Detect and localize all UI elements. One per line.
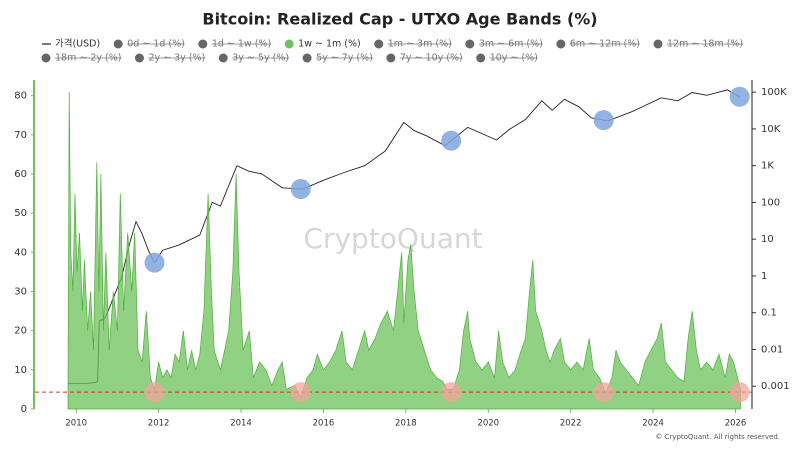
x-tick-label: 2010	[65, 419, 87, 429]
footer: © CryptoQuant. All rights reserved.	[655, 433, 780, 441]
price-highlight	[593, 110, 614, 131]
y2-tick-label: 10K	[761, 124, 781, 135]
y2-tick-label: 100K	[761, 87, 787, 98]
x-tick-label: 2024	[642, 419, 664, 429]
y-tick-label: 70	[14, 130, 27, 141]
y2-tick-label: 1K	[761, 161, 774, 172]
legend-swatch	[374, 39, 384, 49]
x-tick-label: 2014	[230, 419, 252, 429]
y-tick-label: 20	[14, 326, 27, 337]
y2-tick-label: 0.001	[761, 381, 790, 392]
legend-swatch	[134, 53, 144, 63]
legend-swatch	[476, 53, 486, 63]
price-highlight	[729, 86, 750, 107]
legend-swatch	[386, 53, 396, 63]
legend-swatch	[653, 39, 663, 49]
y-tick-label: 40	[14, 247, 27, 258]
y-tick-label: 50	[14, 208, 27, 219]
x-tick-label: 2012	[148, 419, 170, 429]
y-tick-label: 30	[14, 287, 27, 298]
legend-swatch	[465, 39, 475, 49]
area	[67, 91, 741, 410]
legend-swatch	[556, 39, 566, 49]
x-tick-label: 2022	[560, 419, 582, 429]
legend-label[interactable]: 1w ~ 1m (%)	[298, 39, 361, 50]
legend-swatch	[41, 53, 51, 63]
legend-swatch	[113, 39, 123, 49]
price-highlight	[290, 178, 311, 199]
legend-swatch	[302, 53, 312, 63]
y2-tick-label: 10	[761, 234, 774, 245]
y2-tick-label: 0.01	[761, 344, 783, 355]
y2-tick-label: 1	[761, 271, 767, 282]
legend-swatch	[284, 39, 294, 49]
y-tick-label: 60	[14, 169, 27, 180]
price-highlight	[441, 130, 462, 151]
low-highlight	[593, 382, 614, 403]
low-highlight	[729, 382, 750, 403]
legend-swatch	[198, 39, 208, 49]
watermark: CryptoQuant	[303, 222, 482, 255]
y-tick-label: 0	[21, 404, 27, 415]
low-highlight	[441, 382, 462, 403]
low-highlight	[144, 382, 165, 403]
x-tick-label: 2020	[477, 419, 499, 429]
x-tick-label: 2016	[313, 419, 335, 429]
x-tick-label: 2018	[395, 419, 417, 429]
y-tick-label: 80	[14, 91, 27, 102]
y-tick-label: 10	[14, 365, 27, 376]
legend-label[interactable]: 가격(USD)	[55, 38, 100, 50]
legend-swatch	[218, 53, 228, 63]
price-highlight	[144, 252, 165, 273]
chart-title: Bitcoin: Realized Cap - UTXO Age Bands (…	[202, 10, 597, 29]
y2-tick-label: 100	[761, 197, 780, 208]
x-tick-label: 2026	[725, 419, 747, 429]
low-highlight	[290, 382, 311, 403]
y2-tick-label: 0.1	[761, 308, 777, 319]
